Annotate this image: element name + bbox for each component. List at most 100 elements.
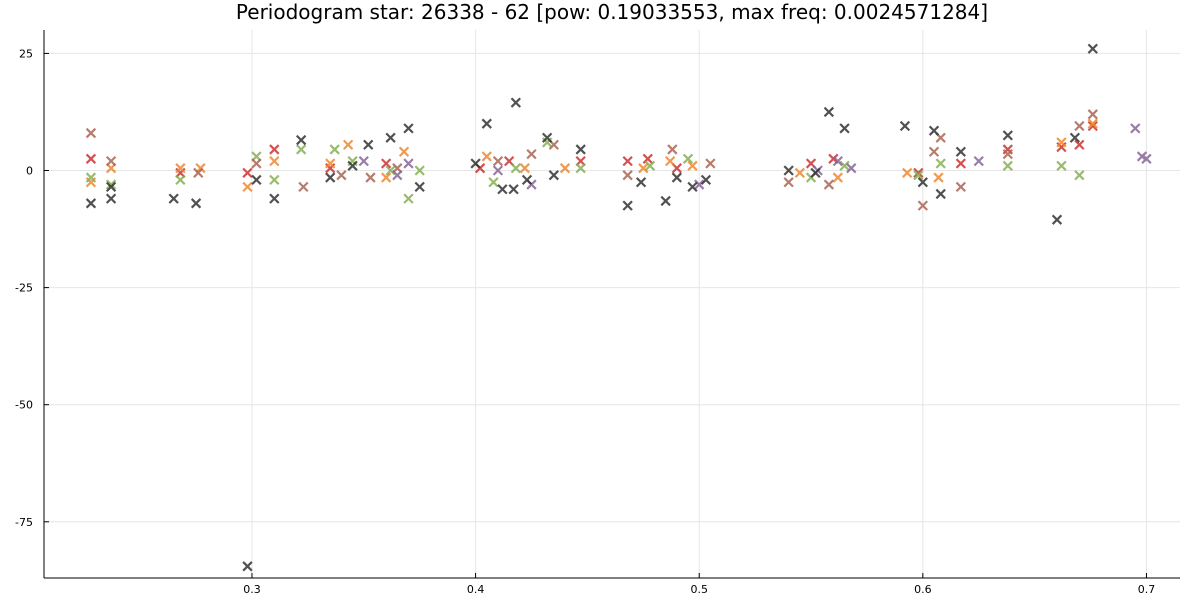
- data-point: [168, 193, 179, 204]
- series-5: [85, 43, 1098, 572]
- data-point: [269, 155, 280, 167]
- data-point: [955, 158, 967, 169]
- series-0: [85, 120, 1098, 179]
- data-point: [508, 184, 519, 195]
- data-point: [385, 132, 396, 143]
- data-point: [1074, 120, 1085, 132]
- axes: [43, 30, 1180, 579]
- data-point: [1051, 214, 1063, 225]
- data-point: [325, 158, 336, 169]
- data-point: [403, 193, 414, 204]
- data-point: [935, 132, 946, 143]
- data-point: [828, 153, 839, 164]
- data-point: [635, 177, 647, 188]
- data-point: [365, 172, 376, 183]
- data-point: [296, 144, 307, 155]
- data-point: [398, 146, 410, 157]
- data-point: [1141, 153, 1152, 164]
- x-tick-label: 0.4: [467, 583, 485, 596]
- data-point: [642, 153, 653, 164]
- data-points: [85, 43, 1152, 572]
- data-point: [481, 118, 492, 129]
- data-point: [190, 198, 202, 209]
- data-point: [85, 153, 97, 164]
- data-point: [823, 106, 835, 118]
- data-point: [336, 170, 347, 181]
- data-point: [823, 179, 835, 190]
- data-point: [503, 155, 515, 167]
- chart-title: Periodogram star: 26338 - 62 [pow: 0.190…: [236, 0, 988, 24]
- grid: [44, 30, 1180, 578]
- data-point: [488, 177, 499, 188]
- data-point: [1056, 160, 1067, 171]
- data-point: [1069, 132, 1081, 143]
- data-point: [660, 195, 671, 207]
- data-point: [363, 139, 374, 150]
- data-point: [329, 144, 340, 155]
- data-point: [298, 181, 309, 193]
- data-point: [526, 148, 537, 160]
- data-point: [175, 163, 186, 174]
- data-point: [105, 155, 117, 167]
- data-point: [385, 165, 396, 176]
- data-point: [492, 165, 504, 176]
- data-point: [913, 167, 924, 179]
- data-point: [917, 177, 928, 188]
- data-point: [794, 167, 805, 179]
- data-point: [470, 158, 481, 169]
- data-point: [667, 144, 678, 155]
- data-point: [380, 172, 392, 183]
- data-point: [682, 153, 694, 164]
- data-point: [548, 139, 560, 150]
- data-point: [85, 127, 97, 139]
- data-point: [1002, 160, 1013, 171]
- x-tick-label: 0.6: [914, 583, 932, 596]
- data-point: [694, 179, 705, 190]
- data-point: [1130, 123, 1141, 134]
- data-point: [839, 160, 850, 171]
- tick-labels: 0.3 0.4 0.5 0.6 0.7 25 0 -25 -50 -75: [15, 47, 1155, 596]
- data-point: [928, 125, 940, 136]
- series-1: [85, 118, 1098, 193]
- series-4: [358, 123, 1152, 190]
- data-point: [175, 174, 186, 186]
- data-point: [519, 163, 530, 174]
- data-point: [575, 144, 586, 155]
- y-tick-label: -25: [15, 282, 33, 295]
- data-point: [269, 174, 280, 186]
- data-point: [664, 155, 676, 167]
- data-point: [783, 177, 794, 188]
- data-point: [85, 172, 97, 183]
- data-point: [622, 170, 633, 181]
- data-point: [933, 172, 944, 183]
- data-point: [392, 170, 403, 181]
- data-point: [269, 144, 280, 155]
- data-point: [1074, 170, 1085, 181]
- data-point: [342, 139, 354, 150]
- data-point: [325, 172, 336, 183]
- data-point: [105, 181, 117, 193]
- data-point: [1087, 43, 1098, 54]
- y-tick-label: 0: [26, 165, 33, 178]
- data-point: [510, 97, 521, 108]
- data-point: [1087, 120, 1098, 132]
- data-point: [541, 132, 553, 143]
- data-point: [403, 123, 414, 134]
- data-point: [575, 155, 586, 167]
- y-tick-label: 25: [19, 47, 33, 60]
- data-point: [575, 163, 586, 174]
- data-point: [902, 167, 913, 179]
- data-point: [705, 158, 716, 169]
- y-tick-label: -50: [15, 399, 33, 412]
- data-point: [810, 167, 821, 179]
- data-point: [846, 163, 857, 174]
- data-point: [392, 163, 403, 174]
- data-point: [783, 165, 794, 176]
- data-point: [935, 158, 946, 169]
- data-point: [832, 155, 844, 167]
- series-2: [85, 137, 1085, 204]
- data-point: [193, 167, 204, 179]
- data-point: [955, 181, 967, 193]
- data-point: [839, 123, 850, 134]
- data-point: [805, 158, 817, 169]
